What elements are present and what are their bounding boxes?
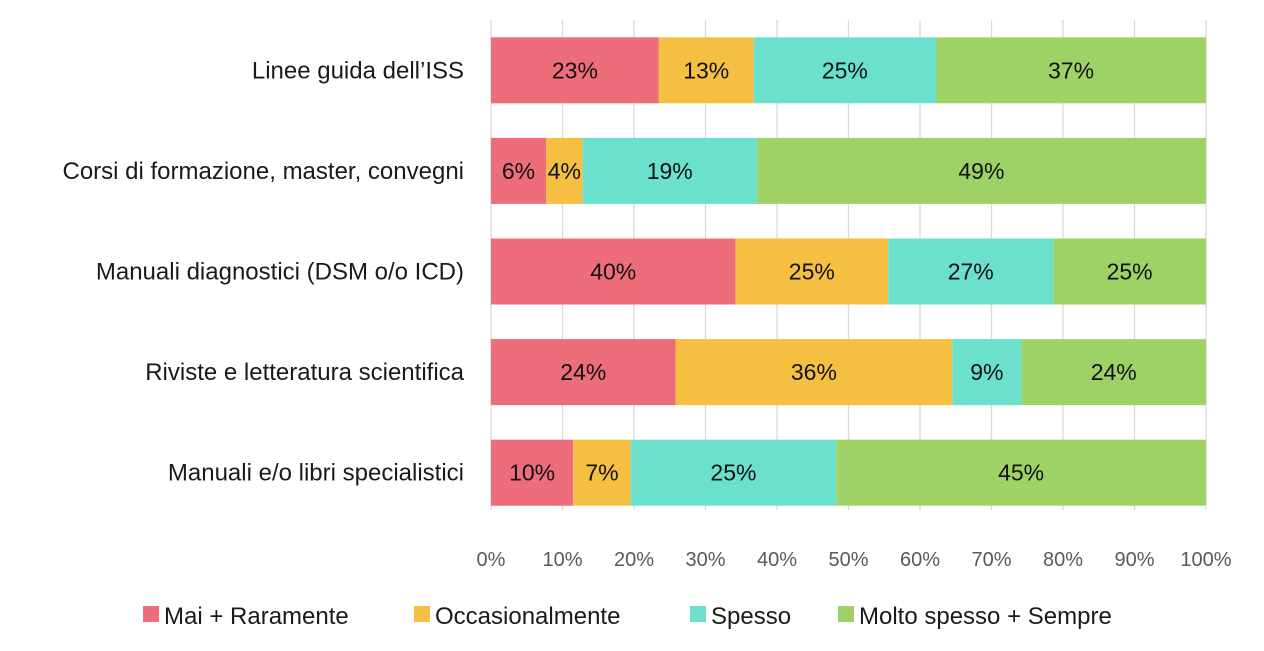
- data-label: 25%: [710, 460, 756, 486]
- x-tick-label: 80%: [1043, 549, 1083, 571]
- data-label: 24%: [1091, 359, 1137, 385]
- legend-swatch: [838, 606, 854, 622]
- legend: Mai + Raramente Occasionalmente Spesso Molt…: [143, 603, 1112, 630]
- bar-segment: [573, 439, 631, 506]
- bar-segment: [1053, 238, 1206, 305]
- data-label: 25%: [1107, 259, 1153, 285]
- legend-label: Molto spesso + Sempre: [859, 603, 1112, 630]
- x-tick-label: 100%: [1180, 549, 1231, 571]
- x-tick-label: 0%: [477, 549, 506, 571]
- legend-label: Mai + Raramente: [164, 603, 349, 630]
- bar-segment: [735, 238, 889, 305]
- bar-segment: [546, 137, 583, 204]
- bar-segment: [658, 37, 754, 104]
- bar-segment: [582, 137, 757, 204]
- x-tick-label: 70%: [971, 549, 1011, 571]
- legend-swatch: [143, 606, 159, 622]
- x-tick-label: 10%: [542, 549, 582, 571]
- bar-segment: [936, 37, 1206, 104]
- data-label: 19%: [647, 158, 693, 184]
- legend-swatch: [690, 606, 706, 622]
- bar-segment: [491, 37, 659, 104]
- bar-segment: [491, 238, 736, 305]
- legend-swatch: [414, 606, 430, 622]
- data-label: 23%: [552, 57, 598, 83]
- x-tick-label: 50%: [828, 549, 868, 571]
- x-tick-label: 30%: [685, 549, 725, 571]
- x-tick-label: 40%: [757, 549, 797, 571]
- bar-segment: [952, 339, 1022, 406]
- category-label: Riviste e letteratura scientifica: [145, 359, 464, 386]
- bar-segment: [888, 238, 1054, 305]
- bar-segment: [675, 339, 953, 406]
- data-label: 4%: [548, 158, 581, 184]
- data-label: 7%: [585, 460, 618, 486]
- category-label: Manuali diagnostici (DSM o/o ICD): [96, 259, 464, 286]
- data-labels: 23% 13% 25% 37% 6% 4% 19% 49% 40% 25% 27% 25% 24% 36%…: [502, 57, 1153, 485]
- legend-label: Spesso: [711, 603, 791, 630]
- legend-label: Occasionalmente: [435, 603, 620, 630]
- data-label: 37%: [1048, 57, 1094, 83]
- bar-segment: [491, 137, 546, 204]
- data-label: 25%: [789, 259, 835, 285]
- data-label: 6%: [502, 158, 535, 184]
- data-label: 24%: [560, 359, 606, 385]
- data-label: 45%: [998, 460, 1044, 486]
- data-label: 40%: [590, 259, 636, 285]
- bar-segment: [491, 439, 574, 506]
- x-tick-label: 60%: [900, 549, 940, 571]
- bars: [491, 37, 1206, 506]
- category-label: Linee guida dell’ISS: [252, 57, 464, 84]
- data-label: 10%: [509, 460, 555, 486]
- bar-segment: [491, 339, 676, 406]
- bar-segment: [756, 137, 1206, 204]
- bar-segment: [753, 37, 937, 104]
- bar-segment: [630, 439, 837, 506]
- value-axis: 0% 10% 20% 30% 40% 50% 60% 70% 80% 90% 100%: [477, 549, 1232, 571]
- data-label: 36%: [791, 359, 837, 385]
- data-label: 9%: [970, 359, 1003, 385]
- x-tick-label: 20%: [614, 549, 654, 571]
- data-label: 27%: [948, 259, 994, 285]
- data-label: 25%: [822, 57, 868, 83]
- data-label: 49%: [958, 158, 1004, 184]
- category-axis: Linee guida dell’ISS Corsi di formazione,…: [62, 57, 464, 486]
- category-label: Corsi di formazione, master, convegni: [62, 158, 464, 185]
- bar-segment: [1021, 339, 1206, 406]
- x-tick-label: 90%: [1114, 549, 1154, 571]
- category-label: Manuali e/o libri specialistici: [168, 460, 464, 487]
- data-label: 13%: [683, 57, 729, 83]
- bar-segment: [836, 439, 1206, 506]
